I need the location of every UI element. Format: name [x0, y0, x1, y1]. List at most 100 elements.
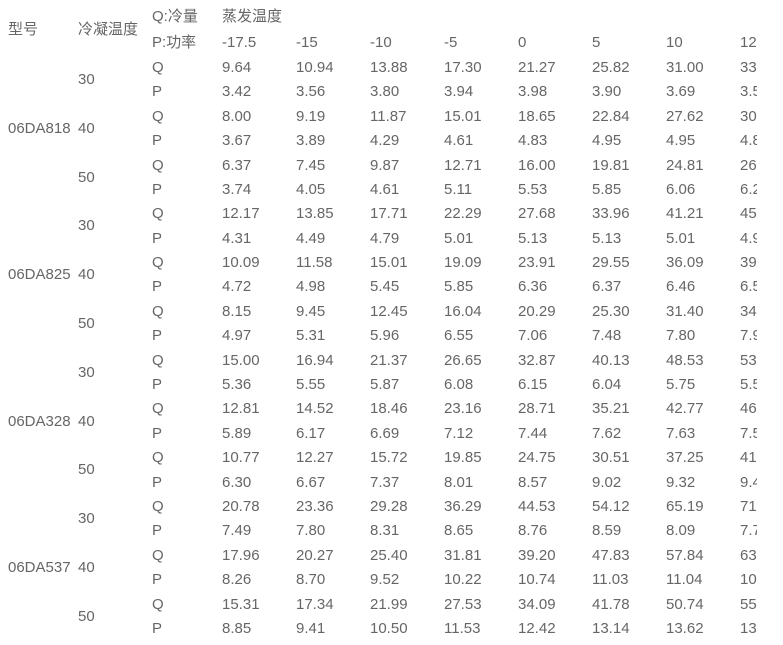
- value-cell: 17.30: [444, 58, 482, 76]
- row-type-cell: Q: [152, 449, 164, 467]
- value-cell: 31.40: [666, 302, 704, 320]
- data-row: P 4.31 4.49 4.79 5.01 5.13 5.13 5.01 4.9: [0, 227, 757, 251]
- value-cell: 21.27: [518, 58, 556, 76]
- row-type-cell: Q: [152, 156, 164, 174]
- cond-temp-column-header: 冷凝温度: [78, 20, 139, 38]
- value-cell: 11.04: [666, 571, 703, 589]
- evap-temp-tick: 5: [592, 33, 601, 51]
- value-cell: 14.52: [296, 400, 334, 418]
- value-cell: 9.87: [370, 156, 400, 174]
- row-type-cell: P: [152, 180, 163, 198]
- data-row: 50 Q 10.77 12.27 15.72 19.85 24.75 30.51 37.25 41: [0, 446, 757, 478]
- value-cell: 5.85: [444, 278, 474, 296]
- value-cell: 48.53: [666, 351, 704, 369]
- value-cell: 20.27: [296, 546, 334, 564]
- value-cell: 23.16: [444, 400, 482, 418]
- value-cell: 7.48: [592, 327, 622, 345]
- value-cell: 5.55: [296, 376, 326, 394]
- value-cell: 11.58: [296, 254, 333, 272]
- cond-temp-cell: 40: [78, 412, 95, 430]
- value-cell: 3.90: [592, 83, 622, 101]
- header-row-2: P:功率 -17.5 -15 -10 -5 0 5 10 12: [0, 30, 757, 56]
- value-cell: 5.85: [592, 180, 622, 198]
- value-cell: 7.63: [666, 424, 696, 442]
- value-cell: 8.70: [296, 571, 326, 589]
- value-cell: 9.52: [370, 571, 400, 589]
- value-cell: 4.29: [370, 132, 400, 150]
- data-row: 40 Q 8.00 9.19 11.87 15.01 18.65 22.84 27.62 30: [0, 105, 757, 137]
- value-cell: 41: [740, 449, 757, 467]
- row-type-cell: P: [152, 376, 163, 394]
- evap-temp-tick: -15: [296, 33, 318, 51]
- value-cell: 27.68: [518, 205, 556, 223]
- value-cell: 4.49: [296, 229, 326, 247]
- value-cell: 13: [740, 619, 757, 637]
- value-cell: 4.05: [296, 180, 326, 198]
- value-cell: 4.61: [370, 180, 400, 198]
- row-type-cell: Q: [152, 400, 164, 418]
- value-cell: 8.09: [666, 522, 696, 540]
- value-cell: 11.03: [592, 571, 629, 589]
- evap-temp-tick: 0: [518, 33, 527, 51]
- row-type-cell: Q: [152, 107, 164, 125]
- value-cell: 6.30: [222, 473, 252, 491]
- evap-temp-header: 蒸发温度: [222, 7, 283, 25]
- data-row: 50 Q 6.37 7.45 9.87 12.71 16.00 19.81 24.81 26: [0, 154, 757, 186]
- data-row: 40 Q 10.09 11.58 15.01 19.09 23.91 29.55 36.09 39: [0, 251, 757, 283]
- value-cell: 7.06: [518, 327, 548, 345]
- value-cell: 5.13: [592, 229, 622, 247]
- value-cell: 7.44: [518, 424, 548, 442]
- model-cell: 06DA328: [8, 412, 70, 430]
- value-cell: 4.9: [740, 229, 757, 247]
- value-cell: 8.57: [518, 473, 548, 491]
- value-cell: 19.81: [592, 156, 630, 174]
- value-cell: 36.29: [444, 497, 482, 515]
- row-type-cell: Q: [152, 302, 164, 320]
- value-cell: 28.71: [518, 400, 556, 418]
- value-cell: 4.95: [666, 132, 696, 150]
- value-cell: 12.17: [222, 205, 260, 223]
- value-cell: 3.69: [666, 83, 696, 101]
- data-row: P 8.85 9.41 10.50 11.53 12.42 13.14 13.62 13: [0, 617, 757, 641]
- value-cell: 35.21: [592, 400, 630, 418]
- value-cell: 36.09: [666, 254, 704, 272]
- value-cell: 46: [740, 400, 757, 418]
- value-cell: 26: [740, 156, 757, 174]
- value-cell: 3.98: [518, 83, 548, 101]
- capacity-power-spec-table: 型号 冷凝温度 Q:冷量 蒸发温度 P:功率 -17.5 -15 -10 -5 …: [0, 4, 757, 641]
- value-cell: 15.01: [370, 254, 408, 272]
- value-cell: 4.8: [740, 132, 757, 150]
- value-cell: 7.7: [740, 522, 757, 540]
- model-cell: 06DA537: [8, 558, 70, 576]
- value-cell: 21.99: [370, 595, 408, 613]
- value-cell: 6.46: [666, 278, 696, 296]
- value-cell: 16.04: [444, 302, 482, 320]
- value-cell: 9.64: [222, 58, 252, 76]
- row-type-cell: Q: [152, 595, 164, 613]
- value-cell: 9.41: [296, 619, 326, 637]
- value-cell: 7.5: [740, 424, 757, 442]
- value-cell: 41.78: [592, 595, 630, 613]
- cond-temp-cell: 30: [78, 363, 95, 381]
- cond-temp-cell: 40: [78, 266, 95, 284]
- value-cell: 5.53: [518, 180, 548, 198]
- value-cell: 5.89: [222, 424, 252, 442]
- value-cell: 39.20: [518, 546, 556, 564]
- value-cell: 5.01: [666, 229, 696, 247]
- value-cell: 34.09: [518, 595, 556, 613]
- value-cell: 15.00: [222, 351, 260, 369]
- value-cell: 12.42: [518, 619, 556, 637]
- evap-temp-tick: -5: [444, 33, 458, 51]
- data-row: 06DA825 30 Q 12.17 13.85 17.71 22.29 27.68 33.96…: [0, 202, 757, 283]
- data-row: P 7.49 7.80 8.31 8.65 8.76 8.59 8.09 7.7: [0, 519, 757, 543]
- value-cell: 42.77: [666, 400, 704, 418]
- value-cell: 5.36: [222, 376, 252, 394]
- value-cell: 13.85: [296, 205, 334, 223]
- data-row: 06DA818 30 Q 9.64 10.94 13.88 17.30 21.27 25.82 3…: [0, 56, 757, 137]
- evap-temp-tick: -17.5: [222, 33, 257, 51]
- value-cell: 4.31: [222, 229, 252, 247]
- value-cell: 18.65: [518, 107, 556, 125]
- value-cell: 7.80: [296, 522, 326, 540]
- value-cell: 13.62: [666, 619, 704, 637]
- value-cell: 33: [740, 58, 757, 76]
